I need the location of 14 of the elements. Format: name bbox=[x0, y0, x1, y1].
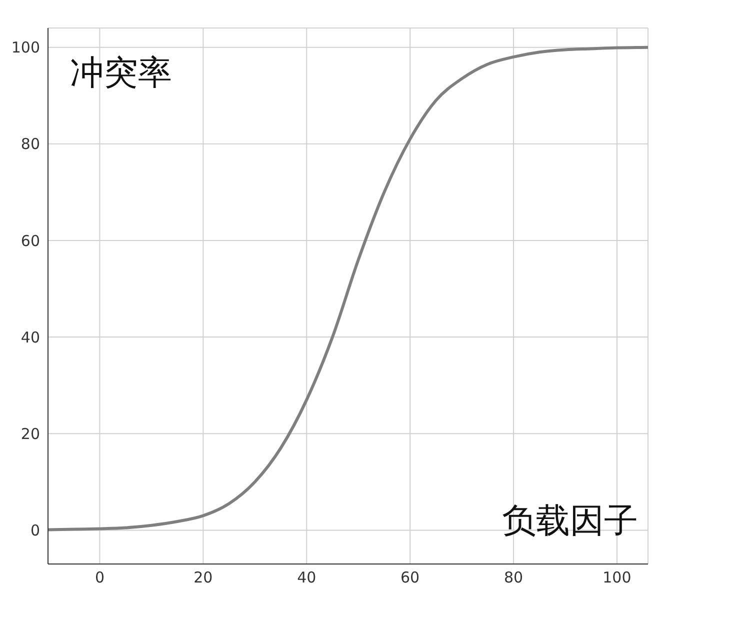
x-axis-title: 负载因子 bbox=[502, 500, 638, 543]
x-tick-label: 100 bbox=[602, 568, 632, 587]
y-tick-label: 40 bbox=[20, 328, 40, 346]
x-tick-label: 0 bbox=[94, 568, 104, 587]
x-tick-label: 80 bbox=[504, 568, 524, 587]
x-tick-label: 20 bbox=[194, 568, 213, 587]
x-tick-label: 40 bbox=[297, 568, 316, 587]
y-axis-title: 冲突率 bbox=[70, 52, 172, 95]
y-tick-label: 60 bbox=[20, 232, 40, 250]
y-tick-label: 0 bbox=[30, 522, 40, 540]
y-tick-label: 80 bbox=[20, 135, 40, 154]
y-tick-label: 20 bbox=[20, 424, 40, 443]
x-tick-label: 60 bbox=[400, 568, 420, 587]
y-tick-label: 100 bbox=[11, 38, 40, 57]
